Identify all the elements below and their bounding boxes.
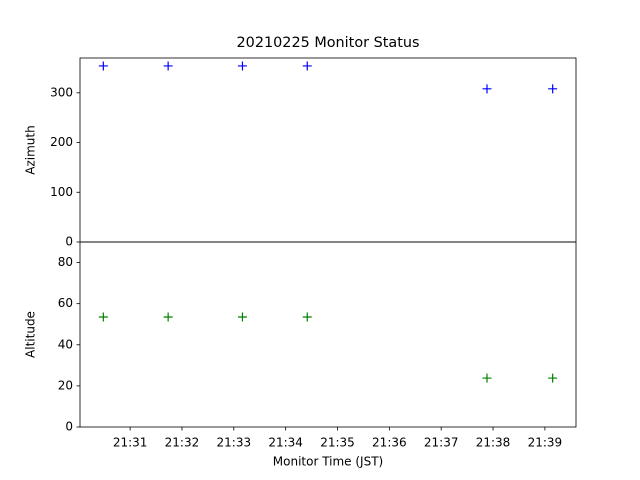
y-axis-label: Azimuth <box>24 125 38 174</box>
y-tick-label: 100 <box>50 185 73 199</box>
y-tick-label: 80 <box>58 255 73 269</box>
x-tick-label: 21:31 <box>113 436 148 450</box>
point <box>237 312 247 322</box>
point <box>548 84 558 94</box>
y-tick-label: 300 <box>50 85 73 99</box>
chart-title: 20210225 Monitor Status <box>237 35 420 51</box>
x-tick-label: 21:39 <box>528 436 563 450</box>
point <box>237 61 247 71</box>
axes-frame <box>79 57 577 243</box>
point <box>302 312 312 322</box>
point <box>482 373 492 383</box>
y-tick-label: 0 <box>65 235 73 249</box>
x-axis-label: Monitor Time (JST) <box>273 455 383 469</box>
x-tick-label: 21:35 <box>320 436 355 450</box>
x-tick-label: 21:32 <box>165 436 200 450</box>
y-tick-label: 200 <box>50 135 73 149</box>
y-tick-label: 60 <box>58 296 73 310</box>
x-tick-label: 21:36 <box>372 436 407 450</box>
y-tick-label: 20 <box>58 378 73 392</box>
x-tick-label: 21:34 <box>268 436 303 450</box>
y-axis-label: Altitude <box>24 311 38 358</box>
x-tick-label: 21:33 <box>217 436 252 450</box>
x-tick-label: 21:38 <box>476 436 511 450</box>
point <box>98 61 108 71</box>
point <box>98 312 108 322</box>
axes-frame <box>79 241 577 428</box>
point <box>163 312 173 322</box>
y-tick-label: 0 <box>65 420 73 434</box>
point <box>163 61 173 71</box>
x-tick-label: 21:37 <box>424 436 459 450</box>
y-tick-label: 40 <box>58 337 73 351</box>
point <box>482 84 492 94</box>
point <box>302 61 312 71</box>
point <box>548 373 558 383</box>
